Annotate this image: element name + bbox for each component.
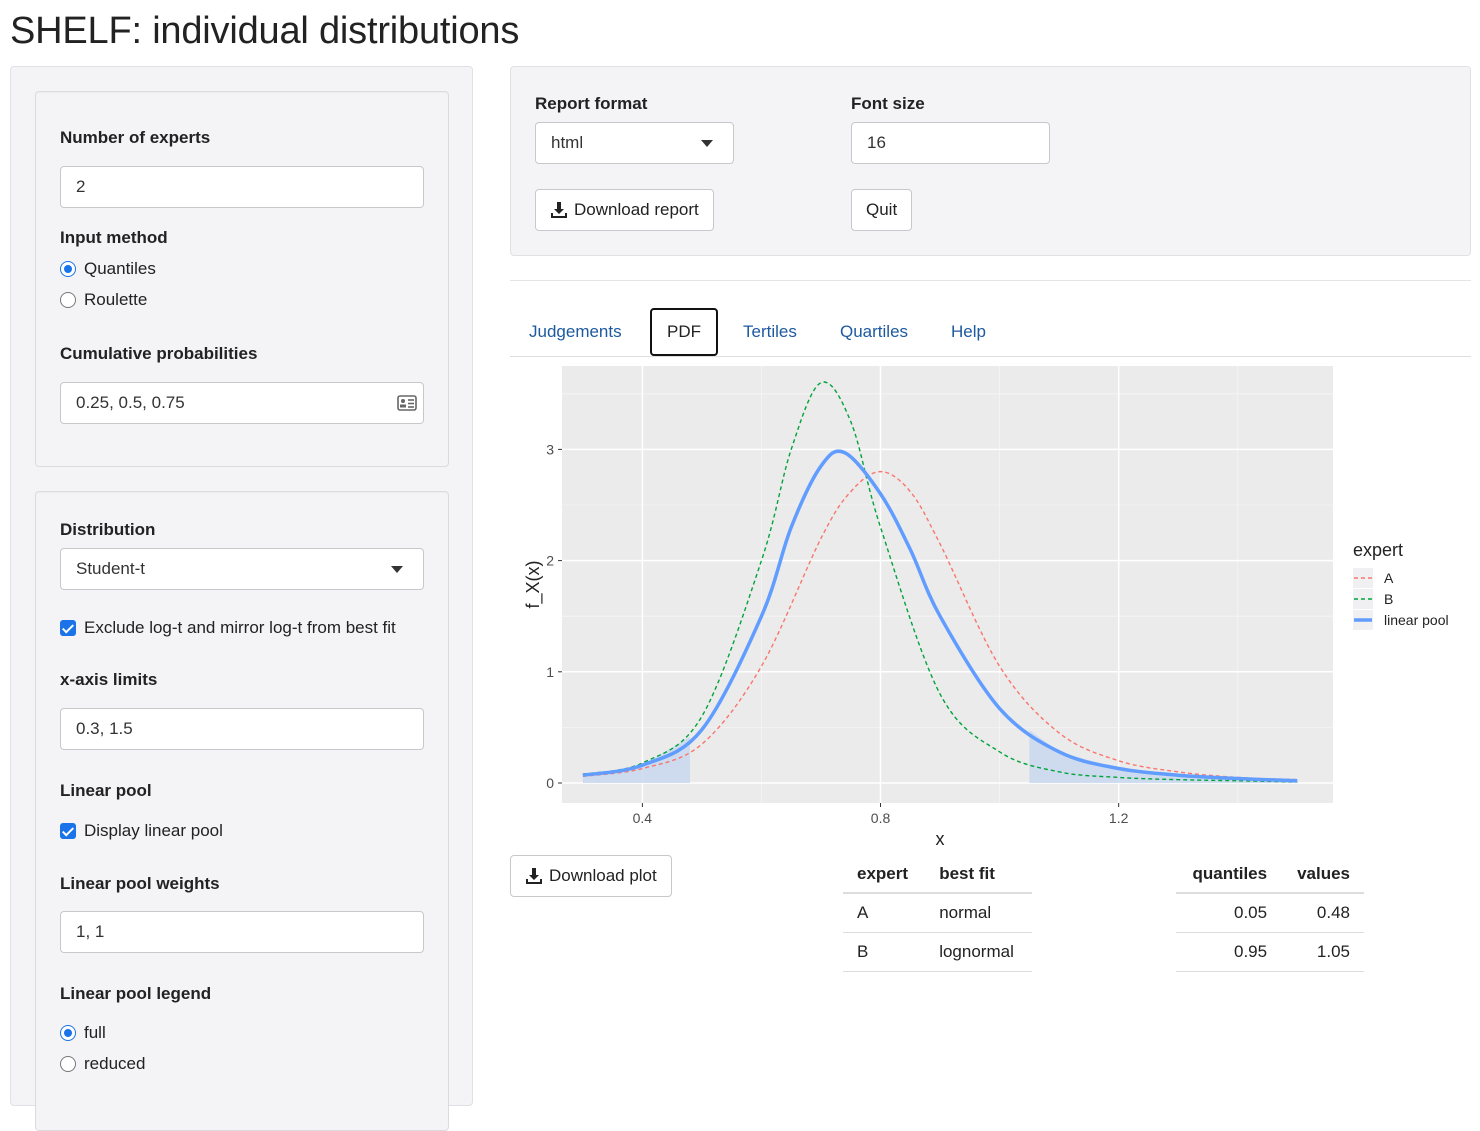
series-line-linear-pool: [582, 449, 1298, 783]
input-method-label: Input method: [60, 228, 168, 247]
radio-button[interactable]: [60, 292, 76, 308]
download-report-button[interactable]: Download report: [535, 189, 714, 231]
sidebar-panel: Number of experts 2 Input method Quantil…: [10, 66, 473, 1131]
radio-quantiles[interactable]: Quantiles: [60, 259, 156, 279]
shaded-tail-area: [1029, 730, 1298, 783]
cum-probs-input[interactable]: 0.25, 0.5, 0.75: [60, 382, 424, 424]
pool-weights-input[interactable]: 1, 1: [60, 911, 424, 953]
best-fit-table: expert best fit A normal B lognormal: [843, 856, 1032, 972]
table-cell: 0.95: [1176, 932, 1282, 972]
table-row: B lognormal: [843, 932, 1032, 972]
tab-pdf[interactable]: PDF: [650, 308, 718, 356]
table-header: expert: [843, 856, 926, 894]
table-row: 0.05 0.48: [1176, 893, 1364, 933]
radio-reduced[interactable]: reduced: [60, 1054, 145, 1074]
table-cell: A: [843, 893, 926, 933]
font-size-label: Font size: [851, 94, 925, 113]
table-header: best fit: [925, 856, 1032, 894]
table-cell: B: [843, 932, 926, 972]
exclude-logt-checkbox[interactable]: Exclude log-t and mirror log-t from best…: [60, 618, 396, 638]
checkbox-checked[interactable]: [60, 823, 76, 839]
table-cell: 0.05: [1176, 893, 1282, 933]
distribution-select[interactable]: Student-t: [60, 548, 424, 590]
quantiles-table: quantiles values 0.05 0.48 0.95 1.05: [1176, 856, 1364, 972]
radio-roulette[interactable]: Roulette: [60, 290, 147, 310]
radio-button-checked[interactable]: [60, 1025, 76, 1041]
table-header: values: [1281, 856, 1364, 894]
y-tick-label: 1: [546, 664, 554, 680]
table-header: quantiles: [1176, 856, 1282, 894]
table-cell: 1.05: [1281, 932, 1364, 972]
tab-judgements[interactable]: Judgements: [529, 322, 622, 341]
legend-title: expert: [1353, 540, 1403, 560]
download-icon: [526, 868, 542, 884]
series-line-A: [582, 470, 1298, 781]
distribution-label: Distribution: [60, 520, 156, 539]
y-tick-label: 0: [546, 775, 554, 791]
radio-full[interactable]: full: [60, 1023, 106, 1043]
x-tick-label: 1.2: [1109, 810, 1129, 826]
table-cell: normal: [925, 893, 1032, 933]
legend-label: linear pool: [1384, 612, 1449, 628]
report-format-select[interactable]: html: [535, 122, 734, 164]
xlimits-input[interactable]: 0.3, 1.5: [60, 708, 424, 750]
page-title: SHELF: individual distributions: [10, 10, 520, 52]
inputs-well: Number of experts 2 Input method Quantil…: [35, 91, 449, 467]
radio-button[interactable]: [60, 1056, 76, 1072]
chevron-down-icon: [391, 566, 403, 573]
table-row: 0.95 1.05: [1176, 932, 1364, 972]
y-tick-label: 2: [546, 553, 554, 569]
download-plot-button[interactable]: Download plot: [510, 855, 672, 897]
x-axis-label: x: [936, 829, 945, 849]
tab-quartiles[interactable]: Quartiles: [840, 322, 909, 341]
cum-probs-label: Cumulative probabilities: [60, 344, 258, 363]
tab-tertiles[interactable]: Tertiles: [743, 322, 797, 341]
linear-pool-label: Linear pool: [60, 781, 152, 800]
report-format-label: Report format: [535, 94, 648, 113]
tab-divider: [510, 356, 1471, 357]
num-experts-label: Number of experts: [60, 128, 211, 147]
table-cell: 0.48: [1281, 893, 1364, 933]
quit-button[interactable]: Quit: [851, 189, 913, 231]
table-row: A normal: [843, 893, 1032, 933]
font-size-input[interactable]: 16: [851, 122, 1050, 164]
contact-card-icon[interactable]: [397, 394, 417, 412]
y-axis-label: f_X(x): [523, 560, 544, 608]
plot-panel: [562, 366, 1333, 803]
pool-legend-label: Linear pool legend: [60, 984, 212, 1003]
checkbox-checked[interactable]: [60, 620, 76, 636]
tab-help[interactable]: Help: [951, 322, 986, 341]
x-tick-label: 0.8: [871, 810, 891, 826]
legend-label: A: [1384, 570, 1394, 586]
distribution-well: Distribution Student-t Exclude log-t and…: [35, 491, 449, 1131]
display-linear-pool-checkbox[interactable]: Display linear pool: [60, 821, 223, 841]
series-line-B: [582, 381, 1298, 783]
pool-weights-label: Linear pool weights: [60, 874, 220, 893]
table-cell: lognormal: [925, 932, 1032, 972]
num-experts-input[interactable]: 2: [60, 166, 424, 208]
chevron-down-icon: [701, 140, 713, 147]
report-panel: Report format html Font size 16 Download…: [510, 66, 1471, 256]
y-tick-label: 3: [546, 441, 554, 457]
download-icon: [551, 202, 567, 218]
radio-button-checked[interactable]: [60, 261, 76, 277]
legend-label: B: [1384, 591, 1393, 607]
x-tick-label: 0.4: [633, 810, 653, 826]
divider: [510, 280, 1471, 281]
xlimits-label: x-axis limits: [60, 670, 158, 689]
